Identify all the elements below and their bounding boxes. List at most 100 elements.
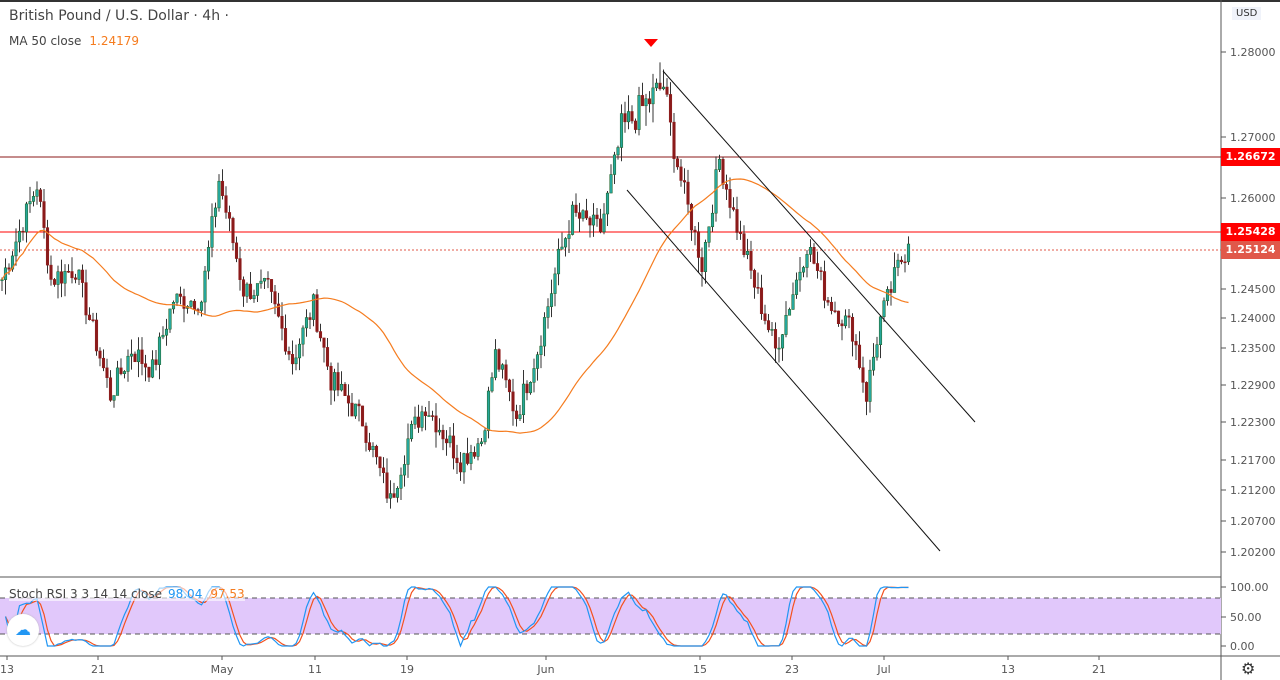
- candle-down: [336, 372, 340, 391]
- candle-down: [143, 363, 148, 368]
- time-label: 15: [693, 663, 707, 676]
- candle-up: [553, 273, 557, 294]
- candle-down: [899, 259, 904, 263]
- candle-down: [84, 282, 88, 316]
- candle-up: [427, 415, 431, 417]
- candle-down: [350, 402, 354, 417]
- candle-down: [598, 218, 603, 233]
- candle-down: [525, 383, 529, 394]
- candle-up: [311, 294, 316, 320]
- stoch-tick-label: 100.00: [1230, 581, 1269, 594]
- candle-down: [504, 364, 508, 381]
- candle-up: [217, 180, 221, 209]
- candle-down: [378, 456, 382, 469]
- candle-up: [399, 474, 403, 489]
- stoch-label: Stoch RSI 3 3 14 14 close: [9, 587, 162, 601]
- stoch-legend[interactable]: Stoch RSI 3 3 14 14 close 98.04 97.53: [9, 587, 245, 601]
- candle-up: [462, 453, 466, 473]
- candle-down: [861, 367, 865, 383]
- candle-down: [850, 316, 855, 342]
- candle-up: [616, 147, 620, 156]
- candle-down: [815, 263, 820, 271]
- candle-down: [192, 300, 197, 310]
- channel-lower-line: [626, 189, 941, 552]
- candle-down: [658, 82, 662, 90]
- candle-up: [115, 367, 120, 396]
- gear-icon[interactable]: ⚙: [1241, 659, 1256, 678]
- candle-up: [777, 347, 781, 350]
- candle-up: [28, 201, 32, 205]
- candle-up: [882, 300, 886, 318]
- ma-legend[interactable]: MA 50 close 1.24179: [9, 34, 139, 48]
- candle-down: [812, 247, 816, 264]
- title-text: British Pound / U.S. Dollar · 4h ·: [9, 8, 229, 24]
- candle-down: [315, 294, 319, 332]
- candle-up: [843, 315, 848, 327]
- stoch-band: [0, 598, 1221, 634]
- candle-down: [731, 207, 736, 210]
- candle-down: [742, 233, 746, 255]
- candle-down: [21, 230, 25, 233]
- candle-down: [689, 204, 694, 231]
- candle-up: [332, 372, 337, 391]
- candle-down: [346, 395, 351, 404]
- candle-down: [749, 251, 753, 271]
- y-tick-label: 1.21700: [1230, 454, 1276, 467]
- candle-down: [220, 180, 225, 196]
- candle-down: [441, 429, 445, 440]
- candle-down: [287, 351, 291, 355]
- candle-up: [210, 216, 214, 248]
- y-tick-label: 1.20700: [1230, 515, 1276, 528]
- candles: [0, 62, 911, 509]
- candle-down: [87, 314, 92, 320]
- y-tick-label: 1.24500: [1230, 283, 1276, 296]
- candle-up: [626, 111, 631, 123]
- candle-up: [63, 271, 67, 284]
- candle-up: [518, 414, 522, 419]
- y-tick-label: 1.26000: [1230, 192, 1276, 205]
- channel-upper-line: [662, 70, 976, 423]
- candle-up: [129, 353, 134, 357]
- candle-down: [903, 261, 907, 264]
- symbol-title[interactable]: British Pound / U.S. Dollar · 4h ·: [9, 8, 229, 24]
- candle-down: [595, 214, 599, 220]
- candle-up: [486, 390, 491, 431]
- candle-up: [150, 359, 155, 378]
- candle-down: [672, 121, 676, 159]
- candle-up: [409, 424, 414, 440]
- candle-down: [728, 189, 732, 208]
- tradingview-logo-icon[interactable]: ☁: [7, 614, 39, 646]
- candle-up: [490, 377, 494, 392]
- candle-down: [759, 287, 764, 314]
- candle-up: [395, 488, 400, 498]
- time-label: 21: [1092, 663, 1106, 676]
- candle-down: [833, 310, 837, 312]
- candle-down: [773, 329, 778, 349]
- stoch-k-value: 98.04: [167, 587, 203, 601]
- candle-up: [875, 344, 879, 358]
- candle-up: [56, 271, 60, 285]
- candle-down: [248, 283, 253, 299]
- candle-down: [231, 218, 235, 244]
- stoch-d-value: 97.53: [210, 587, 245, 601]
- candle-up: [371, 445, 375, 451]
- candle-down: [577, 212, 582, 219]
- candle-up: [528, 382, 533, 394]
- candle-down: [196, 309, 200, 311]
- candle-down: [423, 411, 428, 417]
- candle-up: [112, 395, 116, 401]
- candle-up: [612, 154, 617, 175]
- candle-up: [591, 214, 596, 226]
- candle-down: [364, 425, 368, 443]
- candle-up: [539, 345, 543, 355]
- currency-label[interactable]: USD: [1232, 7, 1262, 20]
- candle-up: [784, 315, 788, 335]
- candle-up: [171, 302, 176, 310]
- candle-up: [808, 247, 813, 255]
- candle-down: [763, 313, 767, 321]
- y-tick-label: 1.24000: [1230, 312, 1276, 325]
- candle-up: [388, 493, 393, 499]
- candle-up: [294, 357, 298, 365]
- candle-up: [549, 293, 554, 307]
